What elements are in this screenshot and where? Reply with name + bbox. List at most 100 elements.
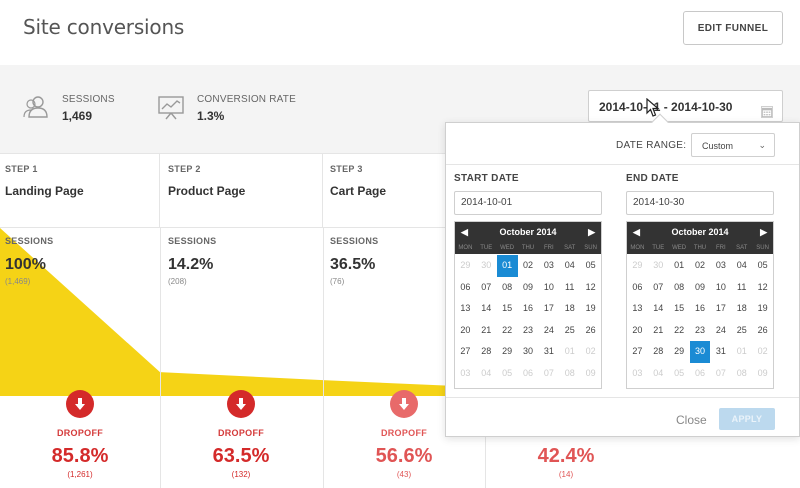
step-number: STEP 3 — [330, 164, 363, 174]
calendar-day[interactable]: 28 — [653, 346, 664, 356]
calendar-day[interactable]: 18 — [736, 303, 747, 313]
next-month-icon[interactable]: ▶ — [760, 226, 767, 237]
calendar-day[interactable]: 24 — [543, 324, 554, 335]
calendar-day[interactable]: 22 — [674, 324, 685, 335]
calendar-day[interactable]: 09 — [585, 367, 596, 378]
calendar-day[interactable]: 06 — [694, 367, 705, 378]
calendar-day[interactable]: 09 — [694, 281, 705, 292]
step-2[interactable]: STEP 2 Product Page — [163, 154, 323, 228]
prev-month-icon[interactable]: ◀ — [633, 226, 640, 237]
calendar-day[interactable]: 06 — [460, 281, 471, 292]
start-date-input[interactable]: 2014-10-01 — [454, 191, 602, 215]
calendar-day[interactable]: 12 — [585, 281, 596, 292]
calendar-day[interactable]: 29 — [460, 260, 471, 270]
calendar-day[interactable]: 30 — [522, 346, 533, 356]
calendar-day[interactable]: 02 — [522, 260, 533, 270]
calendar-day[interactable]: 17 — [543, 303, 554, 313]
calendar-day[interactable]: 19 — [757, 303, 768, 313]
calendar-day[interactable]: 08 — [674, 281, 685, 292]
calendar-day[interactable]: 04 — [736, 260, 747, 270]
calendar-day[interactable]: 03 — [543, 260, 554, 270]
calendar-day[interactable]: 05 — [757, 260, 768, 270]
date-range-select[interactable]: Custom ⌄ — [691, 133, 775, 157]
calendar-day[interactable]: 24 — [715, 324, 726, 335]
calendar-day[interactable]: 01 — [674, 260, 685, 270]
apply-button[interactable]: APPLY — [719, 408, 775, 430]
calendar-day[interactable]: 10 — [543, 281, 554, 292]
calendar-day[interactable]: 29 — [632, 260, 643, 270]
edit-funnel-button[interactable]: EDIT FUNNEL — [683, 11, 783, 45]
calendar-day[interactable]: 14 — [653, 303, 664, 313]
calendar-day[interactable]: 12 — [757, 281, 768, 292]
calendar-day[interactable]: 30 — [653, 260, 664, 270]
calendar-day[interactable]: 07 — [653, 281, 664, 292]
calendar-day[interactable]: 03 — [715, 260, 726, 270]
calendar-day[interactable]: 06 — [522, 367, 533, 378]
calendar-day[interactable]: 27 — [632, 346, 643, 356]
calendar-day[interactable]: 25 — [736, 324, 747, 335]
calendar-day[interactable]: 31 — [543, 346, 554, 356]
calendar-day[interactable]: 01 — [564, 346, 575, 356]
calendar-icon[interactable] — [761, 106, 773, 118]
calendar-day[interactable]: 10 — [715, 281, 726, 292]
calendar-day[interactable]: 16 — [694, 303, 705, 313]
calendar-day[interactable]: 27 — [460, 346, 471, 356]
calendar-day[interactable]: 06 — [632, 281, 643, 292]
calendar-day[interactable]: 05 — [585, 260, 596, 270]
calendar-day[interactable]: 13 — [632, 303, 643, 313]
calendar-day[interactable]: 02 — [757, 346, 768, 356]
calendar-day[interactable]: 23 — [522, 324, 533, 335]
calendar-day[interactable]: 30 — [689, 341, 711, 363]
calendar-day[interactable]: 08 — [502, 281, 513, 292]
calendar-day[interactable]: 04 — [481, 367, 492, 378]
calendar-day[interactable]: 07 — [481, 281, 492, 292]
calendar-day[interactable]: 29 — [502, 346, 513, 356]
calendar-day[interactable]: 23 — [694, 324, 705, 335]
calendar-day[interactable]: 31 — [715, 346, 726, 356]
calendar-day[interactable]: 25 — [564, 324, 575, 335]
calendar-day[interactable]: 18 — [564, 303, 575, 313]
calendar-day[interactable]: 03 — [632, 367, 643, 378]
calendar-day[interactable]: 19 — [585, 303, 596, 313]
calendar-day[interactable]: 20 — [632, 324, 643, 335]
step-1[interactable]: STEP 1 Landing Page — [0, 154, 160, 228]
calendar-day[interactable]: 04 — [653, 367, 664, 378]
date-range-input[interactable]: 2014-10-01 - 2014-10-30 — [588, 90, 783, 122]
calendar-day[interactable]: 28 — [481, 346, 492, 356]
calendar-day[interactable]: 05 — [502, 367, 513, 378]
calendar-day[interactable]: 11 — [737, 281, 747, 292]
calendar-day[interactable]: 17 — [715, 303, 726, 313]
calendar-day[interactable]: 03 — [460, 367, 471, 378]
end-date-input[interactable]: 2014-10-30 — [626, 191, 774, 215]
calendar-day[interactable]: 30 — [481, 260, 492, 270]
calendar-day[interactable]: 13 — [460, 303, 471, 313]
calendar-day[interactable]: 11 — [565, 281, 575, 292]
next-month-icon[interactable]: ▶ — [588, 226, 595, 237]
calendar-day[interactable]: 07 — [715, 367, 726, 378]
calendar-day[interactable]: 04 — [564, 260, 575, 270]
calendar-day[interactable]: 02 — [585, 346, 596, 356]
calendar-day[interactable]: 29 — [674, 346, 685, 356]
calendar-day[interactable]: 05 — [674, 367, 685, 378]
calendar-day[interactable]: 15 — [502, 303, 513, 313]
close-button[interactable]: Close — [676, 413, 707, 427]
calendar-day[interactable]: 07 — [543, 367, 554, 378]
calendar-day[interactable]: 01 — [496, 255, 518, 277]
calendar-day[interactable]: 09 — [522, 281, 533, 292]
calendar-day[interactable]: 15 — [674, 303, 685, 313]
calendar-day[interactable]: 21 — [653, 324, 664, 335]
calendar-day[interactable]: 01 — [736, 346, 747, 356]
calendar-day[interactable]: 20 — [460, 324, 471, 335]
step-3[interactable]: STEP 3 Cart Page — [325, 154, 485, 228]
calendar-day[interactable]: 22 — [502, 324, 513, 335]
calendar-day[interactable]: 21 — [481, 324, 492, 335]
calendar-day[interactable]: 08 — [736, 367, 747, 378]
calendar-day[interactable]: 26 — [757, 324, 768, 335]
calendar-day[interactable]: 14 — [481, 303, 492, 313]
calendar-day[interactable]: 08 — [564, 367, 575, 378]
calendar-day[interactable]: 02 — [694, 260, 705, 270]
calendar-day[interactable]: 16 — [522, 303, 533, 313]
calendar-day[interactable]: 09 — [757, 367, 768, 378]
calendar-day[interactable]: 26 — [585, 324, 596, 335]
prev-month-icon[interactable]: ◀ — [461, 226, 468, 237]
